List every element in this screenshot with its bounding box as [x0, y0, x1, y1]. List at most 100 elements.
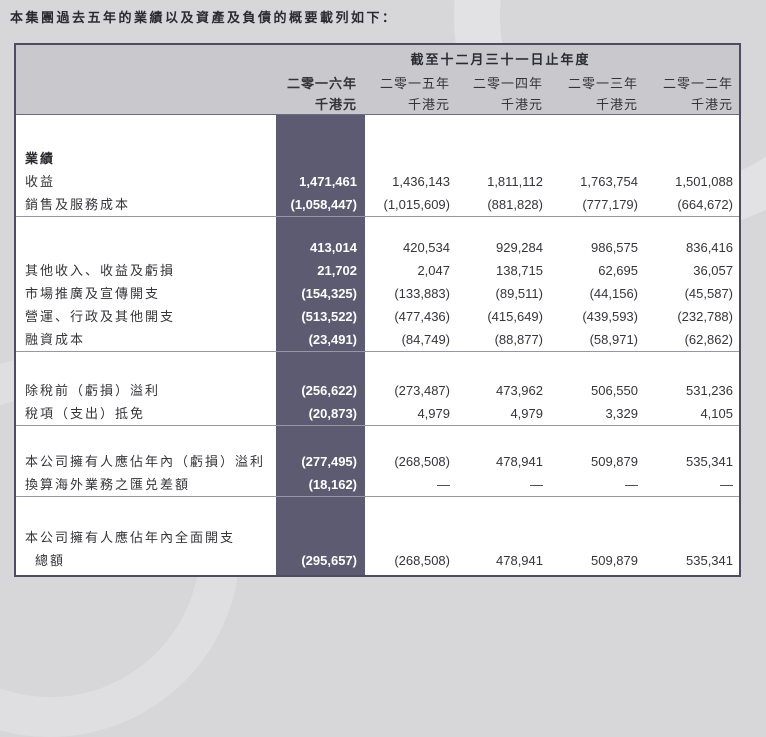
header-spacer — [16, 45, 262, 73]
table-inner: 截至十二月三十一日止年度 二零一六年 二零一五年 二零一四年 二零一三年 二零一… — [16, 45, 739, 575]
row-label — [16, 236, 276, 259]
unit-label: 千港元 — [407, 97, 450, 112]
value-2016: (154,325) — [301, 286, 357, 301]
value-2016: (256,622) — [301, 383, 357, 398]
value-2015: — — [437, 477, 450, 492]
value-2013: (439,593) — [582, 309, 638, 324]
value-2015: (133,883) — [394, 286, 450, 301]
page-title: 本集團過去五年的業績以及資產及負債的概要載列如下： — [10, 10, 398, 25]
table-row-total-comprehensive-line1: 本公司擁有人應佔年內全面開支 — [16, 526, 739, 549]
row-label: 業績 — [25, 151, 56, 166]
row-label: 其他收入、收益及虧損 — [25, 263, 176, 278]
value-2016: (1,058,447) — [290, 197, 358, 212]
highlighted-2016-column — [276, 115, 365, 575]
year-header-2015: 二零一五年 — [379, 76, 450, 91]
value-2013: 1,763,754 — [580, 174, 638, 189]
period-header: 截至十二月三十一日止年度 — [410, 52, 591, 67]
value-2013: 509,879 — [591, 454, 638, 469]
value-2014: — — [530, 477, 543, 492]
value-2014: (881,828) — [487, 197, 543, 212]
year-header-2016: 二零一六年 — [286, 76, 357, 91]
value-2012: 1,501,088 — [675, 174, 733, 189]
divider — [16, 351, 739, 352]
value-2012: (45,587) — [684, 286, 733, 301]
value-2016: (513,522) — [301, 309, 357, 324]
divider — [16, 216, 739, 217]
value-2013: (58,971) — [589, 332, 638, 347]
value-2016: (23,491) — [308, 332, 357, 347]
value-2016: (295,657) — [301, 553, 357, 568]
spacer — [16, 217, 739, 236]
row-label: 稅項（支出）抵免 — [25, 406, 146, 421]
table-row-profit-attributable-to-owners: 本公司擁有人應佔年內（虧損）溢利 (277,495) (268,508) 478… — [16, 450, 739, 473]
table-row-other-income: 其他收入、收益及虧損 21,702 2,047 138,715 62,695 3… — [16, 259, 739, 282]
table-row-operating-expenses: 營運、行政及其他開支 (513,522) (477,436) (415,649)… — [16, 305, 739, 328]
unit-label: 千港元 — [595, 97, 638, 112]
value-2016: 413,014 — [310, 240, 357, 255]
row-label: 總額 — [35, 553, 66, 568]
value-2014: 478,941 — [496, 553, 543, 568]
period-header-row: 截至十二月三十一日止年度 — [16, 45, 739, 73]
value-2014: 929,284 — [496, 240, 543, 255]
year-header-row: 二零一六年 二零一五年 二零一四年 二零一三年 二零一二年 — [16, 73, 739, 94]
value-2016: (20,873) — [308, 406, 357, 421]
row-label: 市場推廣及宣傳開支 — [25, 286, 161, 301]
unit-label: 千港元 — [314, 97, 357, 112]
row-label: 換算海外業務之匯兑差額 — [25, 477, 191, 492]
divider — [16, 496, 739, 497]
row-label: 本公司擁有人應佔年內（虧損）溢利 — [25, 454, 266, 469]
value-2012: 836,416 — [686, 240, 733, 255]
value-2012: 535,341 — [686, 454, 733, 469]
value-2013: 506,550 — [591, 383, 638, 398]
value-2016: 21,702 — [317, 263, 357, 278]
row-label: 融資成本 — [25, 332, 86, 347]
row-label: 銷售及服務成本 — [25, 197, 131, 212]
value-2013: 62,695 — [598, 263, 638, 278]
year-header-2014: 二零一四年 — [472, 76, 543, 91]
row-label: 本公司擁有人應佔年內全面開支 — [25, 530, 236, 545]
value-2014: 478,941 — [496, 454, 543, 469]
table-row-results-heading: 業績 — [16, 147, 739, 170]
value-2012: (62,862) — [684, 332, 733, 347]
table-row-exchange-differences: 換算海外業務之匯兑差額 (18,162) — — — — — [16, 473, 739, 496]
table-row-gross-profit: 413,014 420,534 929,284 986,575 836,416 — [16, 236, 739, 259]
value-2016: (277,495) — [301, 454, 357, 469]
table-row-revenue: 收益 1,471,461 1,436,143 1,811,112 1,763,7… — [16, 170, 739, 193]
value-2012: 36,057 — [693, 263, 733, 278]
table-body: 業績 收益 1,471,461 1,436,143 1,811,112 1,76… — [16, 115, 739, 572]
value-2013: — — [625, 477, 638, 492]
table-header: 截至十二月三十一日止年度 二零一六年 二零一五年 二零一四年 二零一三年 二零一… — [16, 45, 739, 115]
value-2016: (18,162) — [308, 477, 357, 492]
value-2014: (88,877) — [494, 332, 543, 347]
value-2015: (84,749) — [401, 332, 450, 347]
value-2015: (273,487) — [394, 383, 450, 398]
value-2012: 4,105 — [700, 406, 733, 421]
value-2012: 535,341 — [686, 553, 733, 568]
unit-header-row: 千港元 千港元 千港元 千港元 千港元 — [16, 94, 739, 115]
row-label: 除稅前（虧損）溢利 — [25, 383, 161, 398]
spacer — [16, 497, 739, 526]
table-row-finance-costs: 融資成本 (23,491) (84,749) (88,877) (58,971)… — [16, 328, 739, 351]
value-2012: (664,672) — [677, 197, 733, 212]
table-row-total-comprehensive-line2: 總額 (295,657) (268,508) 478,941 509,879 5… — [16, 549, 739, 572]
value-2014: 138,715 — [496, 263, 543, 278]
value-2015: 4,979 — [417, 406, 450, 421]
value-2014: (415,649) — [487, 309, 543, 324]
value-2015: 420,534 — [403, 240, 450, 255]
value-2012: (232,788) — [677, 309, 733, 324]
value-2015: (268,508) — [394, 454, 450, 469]
divider — [16, 425, 739, 426]
table-row-profit-before-tax: 除稅前（虧損）溢利 (256,622) (273,487) 473,962 50… — [16, 379, 739, 402]
row-label: 營運、行政及其他開支 — [25, 309, 176, 324]
row-label: 收益 — [25, 174, 56, 189]
spacer — [16, 115, 739, 147]
value-2014: (89,511) — [495, 286, 543, 301]
unit-label: 千港元 — [500, 97, 543, 112]
value-2012: — — [720, 477, 733, 492]
table-row-cost-of-sales: 銷售及服務成本 (1,058,447) (1,015,609) (881,828… — [16, 193, 739, 216]
unit-label: 千港元 — [690, 97, 733, 112]
spacer — [16, 426, 739, 450]
year-header-2013: 二零一三年 — [567, 76, 638, 91]
value-2015: (477,436) — [394, 309, 450, 324]
value-2016: 1,471,461 — [299, 174, 357, 189]
